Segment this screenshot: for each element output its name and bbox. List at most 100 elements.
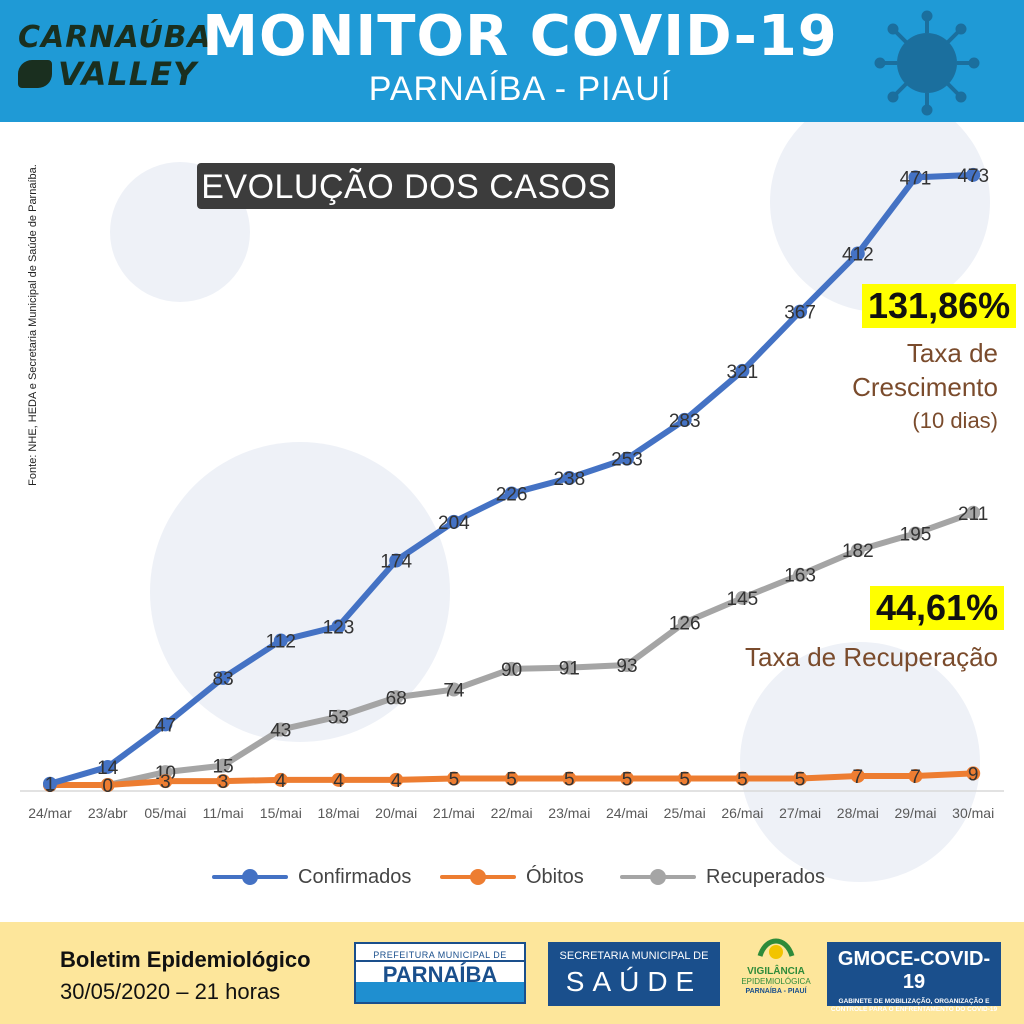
data-point (504, 486, 519, 501)
growth-rate-value: 131,86% (862, 284, 1017, 328)
data-point (216, 758, 231, 773)
legend-marker (212, 869, 288, 885)
data-point (562, 660, 577, 675)
x-tick-label: 20/mai (375, 805, 417, 821)
data-point (562, 470, 577, 485)
data-label: 0 (102, 776, 113, 797)
recovery-rate-label: Taxa de Recuperação (740, 640, 998, 674)
secretaria-saude-logo: SECRETARIA MUNICIPAL DE SAÚDE (548, 942, 720, 1006)
data-label: 14 (97, 758, 119, 779)
data-label: 47 (155, 715, 176, 736)
recovery-rate-value: 44,61% (870, 586, 1005, 630)
legend-marker (440, 869, 516, 885)
data-point (793, 567, 808, 582)
data-point (735, 771, 750, 786)
data-point (100, 778, 115, 792)
data-label: 15 (213, 757, 234, 778)
data-label: 321 (727, 362, 759, 383)
data-label: 3 (160, 772, 171, 793)
data-point (216, 774, 231, 789)
bulletin-title: Boletim Epidemiológico (60, 947, 311, 972)
saude-name: SAÚDE (565, 966, 703, 997)
prefeitura-top-text: PREFEITURA MUNICIPAL DE (373, 950, 507, 960)
data-point (158, 717, 173, 732)
x-tick-label: 24/mai (606, 805, 648, 821)
vigilancia-place: PARNAÍBA - PIAUÍ (745, 988, 807, 995)
data-point (158, 774, 173, 789)
legend-label: Confirmados (298, 865, 412, 888)
data-label: 5 (795, 770, 806, 791)
gmoce-name: GMOCE-COVID-19 (837, 948, 991, 993)
legend-label: Óbitos (526, 865, 584, 888)
growth-rate-label: Taxa de Crescimento (10 dias) (780, 336, 998, 438)
vigilancia-epidemiologica-logo: VIGILÂNCIA EPIDEMIOLÓGICA PARNAÍBA - PIA… (740, 932, 812, 1018)
data-point (331, 619, 346, 634)
data-label: 5 (737, 770, 748, 791)
recovery-rate-label-line: Taxa de Recuperação (745, 642, 998, 672)
data-point (331, 709, 346, 724)
data-point (850, 768, 865, 783)
x-tick-label: 25/mai (664, 805, 706, 821)
data-point (446, 514, 461, 529)
data-label: 126 (669, 613, 701, 634)
data-point (908, 768, 923, 783)
page-subtitle: PARNAÍBA - PIAUÍ (368, 70, 672, 108)
data-label: 53 (328, 708, 349, 729)
data-label: 43 (270, 721, 291, 742)
data-label: 5 (564, 770, 575, 791)
data-label: 253 (611, 450, 643, 471)
data-point (966, 167, 981, 182)
data-point (677, 771, 692, 786)
vigilancia-sub: EPIDEMIOLÓGICA (741, 977, 811, 986)
data-point (735, 363, 750, 378)
data-label: 93 (616, 656, 637, 677)
data-point (620, 658, 634, 673)
vigilancia-emblem-icon (757, 938, 795, 959)
growth-rate-label-line: Crescimento (852, 372, 998, 402)
data-point (273, 722, 288, 737)
legend-item-obitos: Óbitos (440, 862, 584, 892)
data-label: 4 (391, 771, 402, 792)
data-label: 5 (506, 770, 517, 791)
data-point (620, 771, 634, 786)
data-point (216, 670, 231, 685)
chart-title: EVOLUÇÃO DOS CASOS (197, 163, 615, 209)
data-label: 4 (333, 771, 344, 792)
x-tick-label: 26/mai (721, 805, 763, 821)
x-tick-label: 28/mai (837, 805, 879, 821)
legend-item-recuperados: Recuperados (620, 862, 825, 892)
data-point (100, 759, 115, 774)
gmoce-sub: GABINETE DE MOBILIZAÇÃO, ORGANIZAÇÃO E C… (830, 998, 998, 1013)
data-label: 5 (622, 770, 633, 791)
data-label: 283 (669, 411, 701, 432)
data-point (446, 771, 461, 786)
saude-top-text: SECRETARIA MUNICIPAL DE (559, 950, 709, 962)
data-point (793, 771, 808, 786)
data-label: 473 (957, 166, 989, 187)
data-label: 112 (266, 632, 296, 653)
data-label: 471 (900, 168, 932, 189)
x-tick-label: 24/mar (28, 805, 72, 821)
data-label: 90 (501, 660, 522, 681)
data-label: 9 (968, 764, 979, 785)
x-tick-label: 23/abr (88, 805, 128, 821)
data-label: 123 (323, 617, 355, 638)
data-label: 3 (218, 772, 229, 793)
data-label: 211 (958, 504, 988, 525)
logo-stripe (356, 960, 524, 1002)
data-label: 163 (784, 566, 816, 587)
data-point (389, 690, 404, 705)
brand-line2: VALLEY (18, 56, 196, 92)
x-tick-label: 05/mai (144, 805, 186, 821)
legend-item-confirmados: Confirmados (212, 862, 411, 892)
series-line (47, 171, 977, 787)
x-tick-label: 18/mai (317, 805, 359, 821)
page-title: MONITOR COVID-19 (202, 4, 838, 69)
bulletin-info: Boletim Epidemiológico 30/05/2020 – 21 h… (60, 944, 311, 1008)
data-point (966, 505, 981, 520)
data-point (504, 661, 519, 676)
line-chart: 24/mar 23/abr 05/mai 11/mai 15/mai 18/mai 20/m… (20, 166, 1004, 821)
data-label: 74 (443, 681, 465, 702)
bulletin-date: 30/05/2020 – 21 horas (60, 979, 281, 1004)
x-tick-label: 21/mai (433, 805, 475, 821)
